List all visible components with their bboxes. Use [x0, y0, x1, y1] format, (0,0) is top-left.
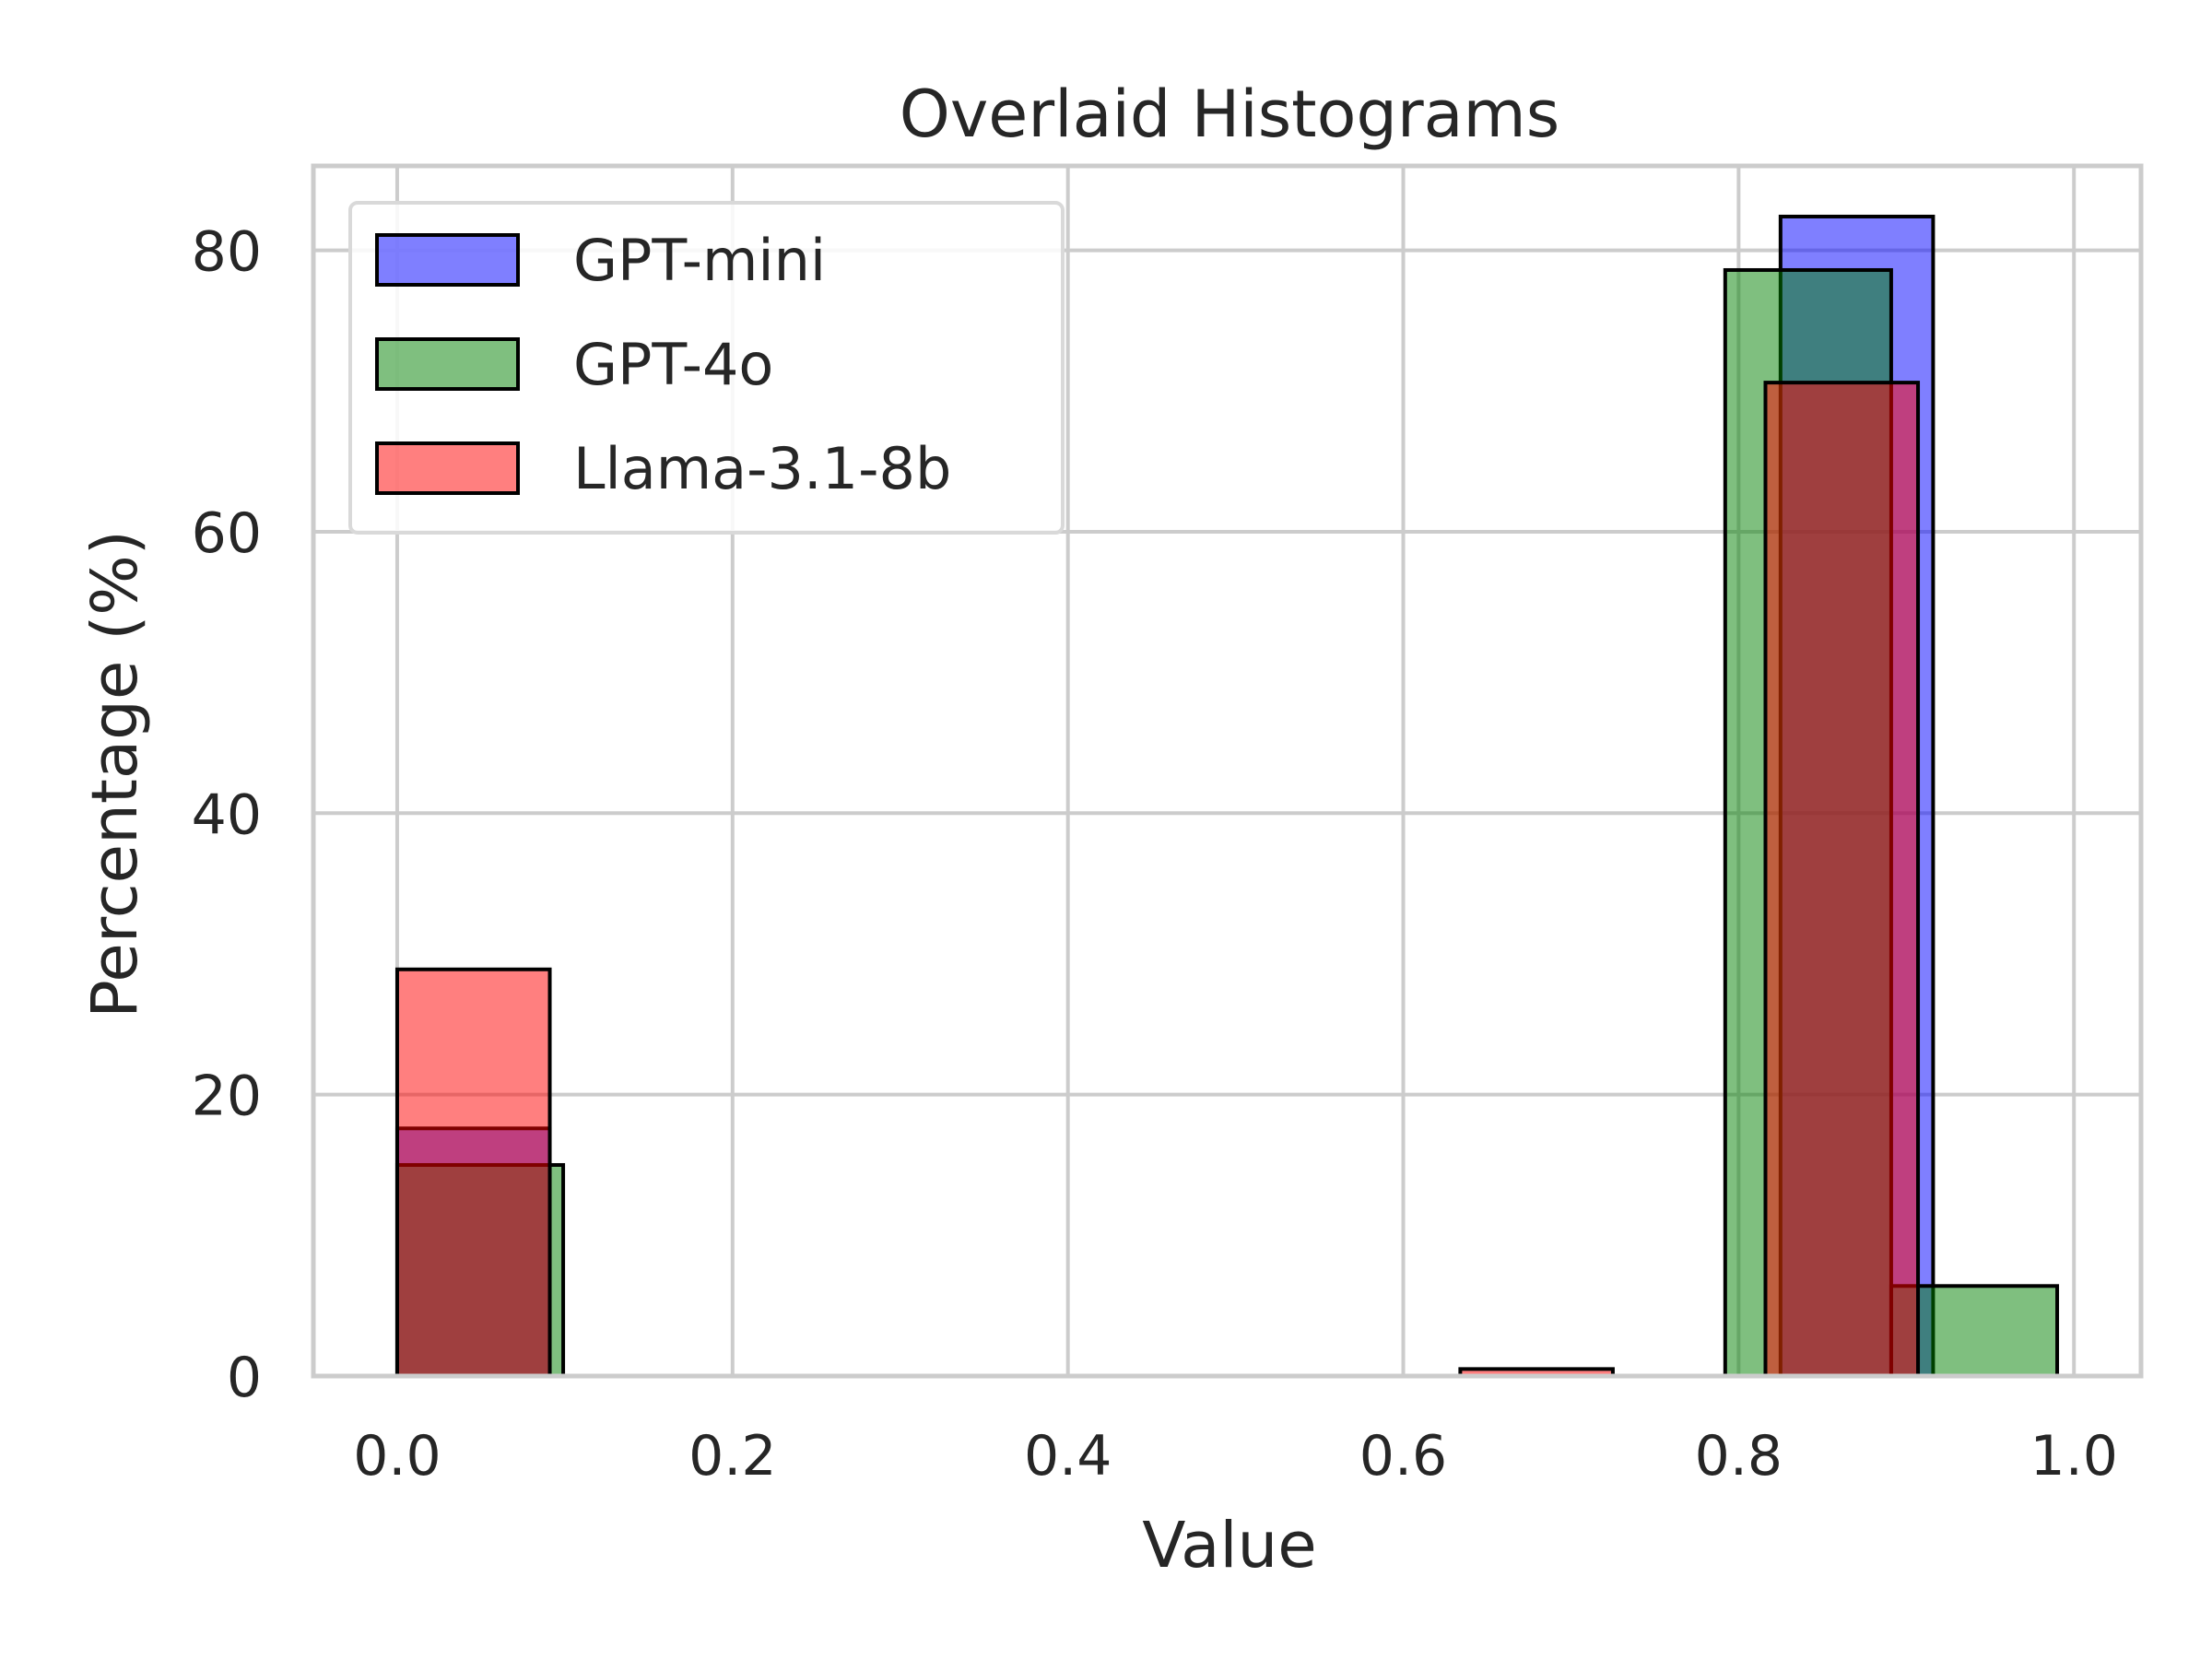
legend-label-llama-3-1-8b: Llama-3.1-8b: [573, 435, 951, 502]
bar-llama-3-1-8b-0: [394, 967, 552, 1378]
legend-label-gpt-4o: GPT-4o: [573, 331, 773, 398]
y-tick-label-2: 40: [192, 782, 262, 847]
legend-swatch-llama-3-1-8b: [375, 441, 520, 495]
legend-swatch-gpt-4o: [375, 337, 520, 391]
x-tick-label-4: 0.8: [1695, 1424, 1783, 1488]
legend-box: [348, 201, 1065, 535]
y-tick-label-0: 0: [227, 1346, 262, 1410]
y-tick-label-4: 80: [192, 220, 262, 285]
legend-swatch-gpt-mini: [375, 233, 520, 287]
plot-frame: [311, 163, 2144, 1379]
bar-llama-3-1-8b-2: [1763, 381, 1921, 1378]
x-tick-label-2: 0.4: [1024, 1424, 1112, 1488]
y-tick-label-1: 20: [192, 1065, 262, 1129]
histogram-bars: [394, 214, 2060, 1379]
x-axis-label: Value: [1142, 1509, 1316, 1583]
x-tick-labels: 0.0 0.2 0.4 0.6 0.8 1.0: [353, 1424, 2118, 1488]
x-tick-label-5: 1.0: [2030, 1424, 2118, 1488]
chart-title: Overlaid Histograms: [900, 76, 1559, 152]
legend: GPT-mini GPT-4o Llama-3.1-8b: [348, 201, 1065, 535]
y-axis-label: Percentage (%): [78, 530, 152, 1018]
x-tick-label-0: 0.0: [353, 1424, 441, 1488]
legend-label-gpt-mini: GPT-mini: [573, 227, 826, 294]
x-tick-label-1: 0.2: [688, 1424, 776, 1488]
y-tick-label-3: 60: [192, 501, 262, 566]
y-tick-labels: 0 20 40 60 80: [192, 220, 262, 1410]
x-tick-label-3: 0.6: [1359, 1424, 1447, 1488]
plot-border: [311, 163, 2144, 1379]
